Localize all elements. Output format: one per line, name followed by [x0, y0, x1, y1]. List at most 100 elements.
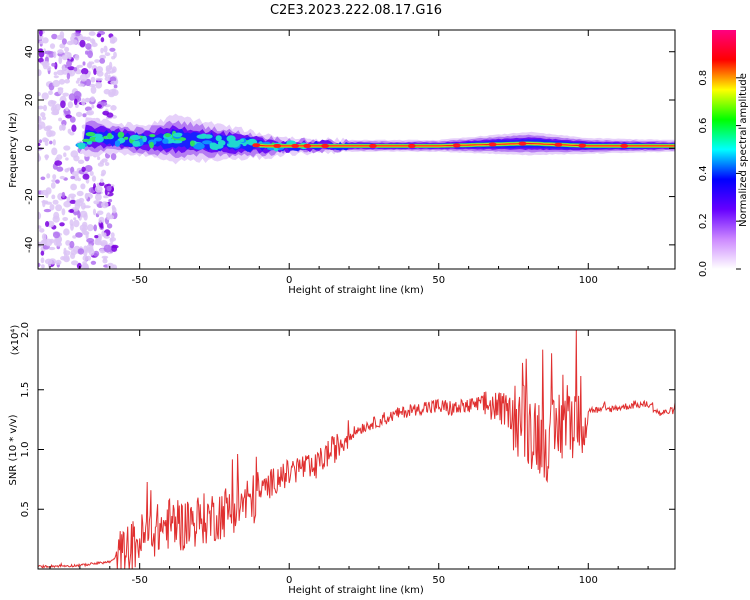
noise-dot — [42, 37, 49, 44]
signal-blob — [209, 143, 220, 150]
noise-dot — [108, 89, 116, 96]
noise-dot — [75, 111, 83, 118]
noise-dot — [83, 249, 88, 257]
noise-dot — [44, 50, 53, 55]
noise-dot — [74, 201, 81, 210]
signal-peak — [252, 143, 261, 148]
noise-dot — [89, 171, 94, 176]
signal-blob — [164, 133, 171, 138]
noise-dot — [106, 185, 112, 192]
noise-dot — [55, 204, 63, 212]
signal-peak — [518, 141, 527, 146]
noise-dot — [85, 43, 92, 50]
noise-dot — [81, 166, 86, 172]
noise-dot — [41, 116, 47, 121]
signal-blob — [193, 142, 205, 150]
signal-blob — [82, 138, 91, 142]
noise-dot — [73, 90, 82, 99]
noise-dot — [99, 58, 106, 64]
noise-dot — [87, 50, 93, 59]
noise-dot — [67, 101, 74, 109]
signal-peak — [303, 143, 312, 148]
colorbar-tick-label: 0.6 — [698, 118, 709, 134]
noise-dot — [38, 34, 44, 40]
noise-dot — [84, 78, 92, 87]
signal-blob — [202, 140, 213, 145]
noise-dot — [45, 221, 50, 227]
noise-dot — [83, 205, 91, 209]
noise-dot — [82, 113, 87, 118]
noise-dot — [40, 112, 46, 118]
noise-dot — [107, 262, 114, 269]
signal-blob — [203, 134, 213, 139]
x-tick-label: 50 — [432, 275, 445, 286]
noise-dot — [76, 190, 84, 197]
signal-blob — [94, 136, 104, 143]
snr-series-line — [38, 330, 675, 569]
noise-dot — [38, 225, 42, 229]
noise-dot — [48, 246, 56, 251]
noise-dot — [52, 139, 56, 146]
signal-blob — [149, 141, 154, 149]
signal-blob — [77, 142, 86, 147]
noise-dot — [109, 47, 116, 52]
noise-dot — [59, 31, 65, 39]
noise-dot — [103, 257, 107, 261]
noise-dot — [77, 77, 81, 82]
noise-dot — [56, 241, 62, 247]
snr-y-multiplier: (x10⁴) — [10, 325, 21, 356]
noise-dot — [110, 153, 117, 161]
noise-dot — [69, 131, 75, 136]
noise-dot — [91, 175, 97, 182]
noise-dot — [84, 192, 89, 200]
colorbar-ticks: 0.0 0.2 0.4 0.6 0.8 — [698, 70, 741, 277]
noise-dot — [81, 227, 87, 235]
signal-blob — [171, 140, 183, 144]
noise-dot — [40, 250, 45, 256]
noise-dot — [75, 232, 83, 238]
y-tick-label: -20 — [24, 188, 35, 204]
noise-dot — [72, 235, 77, 239]
noise-dot — [108, 199, 113, 203]
noise-dot — [46, 129, 53, 138]
noise-dot — [38, 121, 46, 129]
noise-dot — [67, 66, 75, 71]
snr-axes: -50 0 50 100 0.5 1.0 1.5 2.0 — [20, 322, 675, 586]
noise-dot — [53, 211, 60, 220]
noise-dot — [65, 114, 72, 119]
noise-dot — [63, 152, 67, 157]
noise-dot — [95, 77, 103, 81]
noise-dot — [65, 240, 71, 246]
noise-dot — [85, 111, 93, 116]
noise-dot — [66, 60, 72, 68]
signal-peak — [321, 143, 330, 148]
noise-dot — [68, 93, 76, 101]
noise-dot — [51, 33, 58, 40]
noise-dot — [94, 235, 99, 239]
spectrogram-ylabel: Frequency (Hz) — [8, 112, 19, 188]
noise-dot — [68, 193, 76, 199]
snr-xlabel: Height of straight line (km) — [288, 585, 424, 596]
noise-dot — [103, 244, 112, 253]
noise-dot — [84, 165, 93, 172]
noise-dot — [81, 98, 86, 106]
noise-dot — [44, 238, 53, 247]
noise-dot — [113, 84, 118, 89]
noise-dot — [59, 43, 66, 49]
figure-title: C2E3.2023.222.08.17.G16 — [270, 3, 442, 18]
noise-dot — [70, 36, 75, 42]
colorbar-tick-label: 0.8 — [698, 70, 709, 86]
noise-dot — [100, 101, 108, 106]
signal-blob — [85, 132, 96, 137]
y-tick-label: -40 — [24, 237, 35, 253]
noise-dot — [83, 266, 88, 269]
signal-peak — [452, 143, 461, 148]
x-tick-label: 100 — [579, 575, 598, 586]
spectrogram-heatmap — [38, 30, 675, 269]
noise-dot — [38, 116, 42, 123]
noise-dot — [54, 160, 63, 166]
noise-dot — [106, 212, 111, 221]
noise-dot — [60, 100, 66, 109]
noise-dot — [40, 189, 49, 196]
noise-dot — [66, 255, 70, 261]
